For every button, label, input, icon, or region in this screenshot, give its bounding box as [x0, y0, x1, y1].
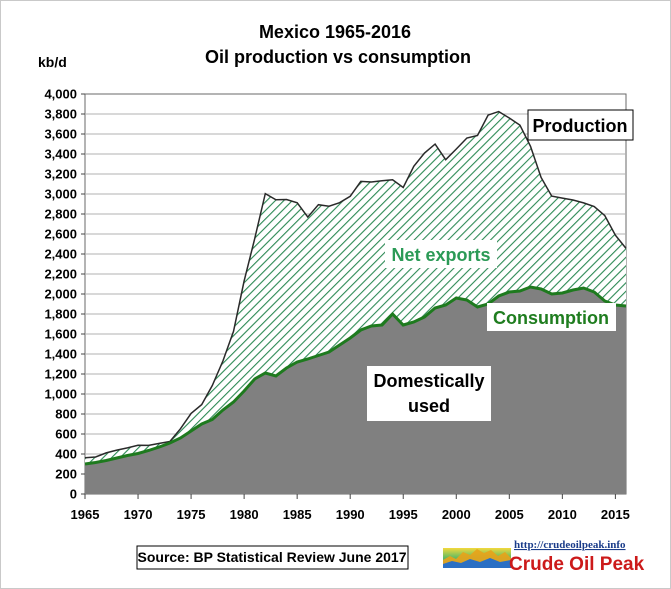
y-axis-unit-label: kb/d	[38, 54, 67, 70]
crude-oil-peak-logo: http://crudeoilpeak.info Crude Oil Peak	[443, 539, 645, 575]
x-tick-label: 1965	[71, 507, 100, 522]
consumption-line	[84, 285, 627, 466]
x-tick-label: 2000	[442, 507, 471, 522]
y-tick-label: 1,400	[44, 347, 77, 362]
x-tick-label: 1975	[177, 507, 206, 522]
y-tick-label: 3,000	[44, 187, 77, 202]
y-tick-label: 200	[55, 467, 77, 482]
consumption-label: Consumption	[493, 308, 609, 328]
y-tick-label: 1,600	[44, 327, 77, 342]
logo-brand-name: Crude Oil Peak	[509, 554, 645, 575]
y-tick-label: 2,800	[44, 207, 77, 222]
x-tick-label: 2010	[548, 507, 577, 522]
domestic-label-line2: used	[408, 396, 450, 416]
y-tick-label: 2,400	[44, 247, 77, 262]
y-tick-label: 4,000	[44, 87, 77, 102]
domestic-area	[85, 287, 626, 494]
y-tick-label: 400	[55, 447, 77, 462]
production-line	[84, 110, 627, 459]
source-box	[136, 545, 409, 570]
y-tick-label: 1,800	[44, 307, 77, 322]
y-tick-label: 3,600	[44, 127, 77, 142]
chart-subtitle: Oil production vs consumption	[205, 47, 471, 67]
x-tick-label: 1995	[389, 507, 418, 522]
domestic-label-line1: Domestically	[373, 371, 484, 391]
logo-url-link[interactable]: http://crudeoilpeak.info	[514, 539, 626, 551]
y-axis: 0 200 400 600 800 1,000 1,200 1,400 1,600 1,800 2,…	[44, 87, 85, 502]
net-exports-label-box	[385, 240, 497, 268]
x-tick-label: 1990	[336, 507, 365, 522]
domestic-label-box	[367, 366, 491, 421]
y-tick-label: 3,800	[44, 107, 77, 122]
x-tick-label: 2005	[495, 507, 524, 522]
y-tick-label: 1,200	[44, 367, 77, 382]
logo-graphic	[443, 548, 511, 568]
y-tick-label: 2,600	[44, 227, 77, 242]
y-tick-label: 3,200	[44, 167, 77, 182]
production-label-box	[527, 109, 634, 141]
chart-title: Mexico 1965-2016	[259, 22, 411, 42]
x-tick-label: 2015	[601, 507, 630, 522]
y-tick-label: 0	[70, 487, 77, 502]
x-tick-label: 1980	[230, 507, 259, 522]
x-tick-label: 1985	[283, 507, 312, 522]
y-tick-label: 2,000	[44, 287, 77, 302]
production-label: Production	[533, 116, 628, 136]
net-exports-label: Net exports	[391, 245, 490, 265]
y-tick-label: 1,000	[44, 387, 77, 402]
source-note: Source: BP Statistical Review June 2017	[138, 549, 407, 565]
y-tick-label: 3,400	[44, 147, 77, 162]
y-tick-label: 800	[55, 407, 77, 422]
x-axis: 1965 1970 1975 1980 1985 1990 1995 2000 2005 2010…	[71, 494, 630, 522]
y-tick-label: 2,200	[44, 267, 77, 282]
consumption-label-box	[487, 303, 616, 331]
y-tick-label: 600	[55, 427, 77, 442]
x-tick-label: 1970	[124, 507, 153, 522]
